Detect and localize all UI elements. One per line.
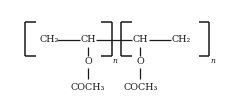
Text: CH: CH [80,36,96,44]
Text: CH₂: CH₂ [171,36,190,44]
Text: O: O [84,57,92,66]
Text: COCH₃: COCH₃ [123,82,158,92]
Text: COCH₃: COCH₃ [71,82,105,92]
Text: CH: CH [133,36,148,44]
Text: CH₂: CH₂ [39,36,58,44]
Text: n: n [210,57,215,65]
Text: n: n [113,57,118,65]
Text: O: O [137,57,144,66]
